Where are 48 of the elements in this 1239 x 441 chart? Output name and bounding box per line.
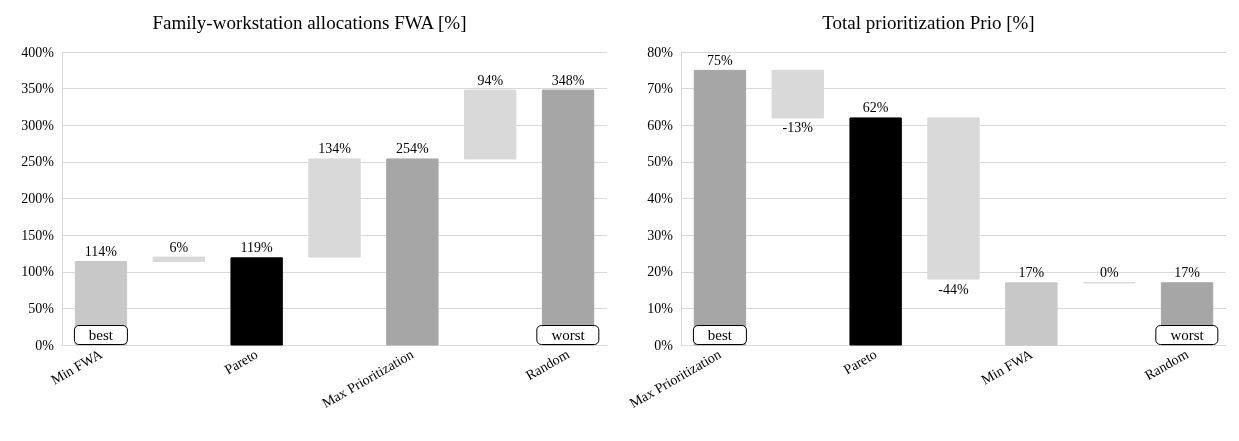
y-tick-label: 0% xyxy=(654,337,674,353)
y-tick-label: 80% xyxy=(647,44,674,60)
y-tick-label: 50% xyxy=(28,300,55,316)
data-label: 94% xyxy=(477,72,504,88)
data-label: 119% xyxy=(240,240,274,256)
y-tick-label: 20% xyxy=(647,264,674,280)
data-label: 62% xyxy=(862,100,889,116)
x-tick-label: Min FWA xyxy=(978,346,1036,388)
y-tick-label: 100% xyxy=(21,264,55,280)
bar xyxy=(1005,282,1058,346)
y-tick-label: 0% xyxy=(35,337,55,353)
chart-title: Total prioritization Prio [%] xyxy=(822,12,1035,33)
data-label: -13% xyxy=(782,120,814,136)
data-label: 17% xyxy=(1018,265,1045,281)
bar xyxy=(230,257,283,346)
y-tick-label: 300% xyxy=(21,117,55,133)
data-label: 0% xyxy=(1099,265,1119,281)
y-tick-label: 30% xyxy=(647,227,674,243)
y-tick-label: 70% xyxy=(647,81,674,97)
data-label: 75% xyxy=(707,52,734,68)
data-label: 114% xyxy=(84,243,118,259)
bar xyxy=(386,158,439,346)
data-label: 254% xyxy=(396,141,430,157)
y-tick-label: 200% xyxy=(21,191,55,206)
bar xyxy=(152,256,205,262)
annotation: worst xyxy=(536,325,600,345)
bar xyxy=(541,89,595,346)
data-label: 6% xyxy=(169,239,189,255)
annotation: worst xyxy=(1155,325,1219,345)
y-tick-label: 250% xyxy=(21,154,55,170)
bar xyxy=(693,69,747,346)
y-tick-label: 150% xyxy=(21,227,55,243)
y-tick-label: 50% xyxy=(647,154,674,170)
data-label: 17% xyxy=(1174,265,1201,281)
y-tick-label: 350% xyxy=(21,81,55,97)
x-tick-label: Pareto xyxy=(840,346,880,378)
data-label: 348% xyxy=(551,72,585,88)
y-tick-label: 40% xyxy=(647,191,674,206)
x-tick-label: Pareto xyxy=(221,346,261,378)
data-label: 134% xyxy=(318,141,352,157)
data-label: -44% xyxy=(938,281,969,297)
y-tick-label: 10% xyxy=(647,300,674,316)
bar xyxy=(849,117,902,346)
annotation: best xyxy=(692,325,748,345)
y-tick-label: 400% xyxy=(21,44,55,60)
chart-title: Family-workstation allocations FWA [%] xyxy=(152,12,467,33)
y-tick-label: 60% xyxy=(647,117,674,133)
annotation: best xyxy=(73,325,129,345)
